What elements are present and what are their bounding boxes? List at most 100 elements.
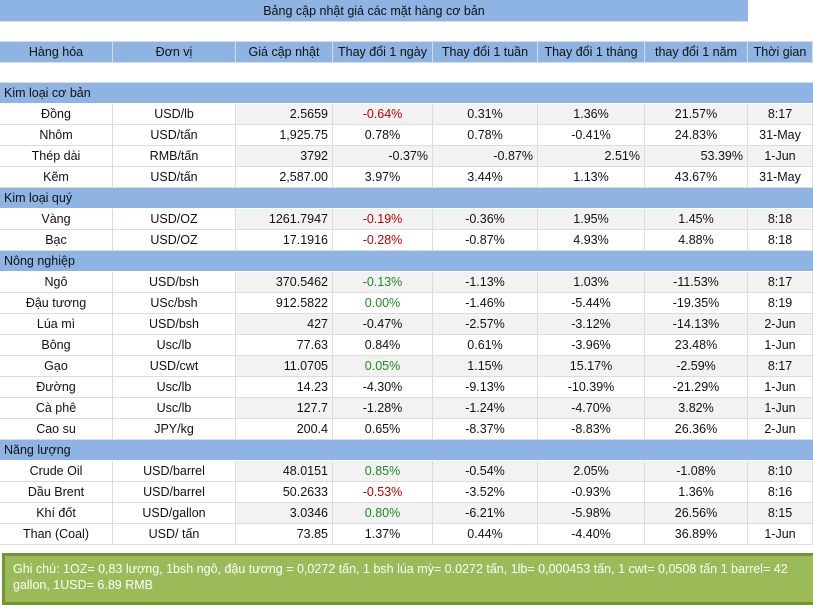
section-header: Kim loại quý [0, 188, 813, 209]
section-header: Năng lượng [0, 440, 813, 461]
cell: -11.53% [645, 272, 748, 292]
cell: 23.48% [645, 335, 748, 355]
cell: 17.1916 [236, 230, 333, 250]
cell: USD/tấn [113, 167, 236, 187]
cell: -4.30% [333, 377, 433, 397]
cell: -3.52% [433, 482, 538, 502]
cell: -0.53% [333, 482, 433, 502]
cell: 8:17 [748, 272, 813, 292]
table-row: Crude Oil USD/barrel 48.0151 0.85% -0.54% 2.0… [0, 461, 813, 482]
cell: 53.39% [645, 146, 748, 166]
cell: 8:17 [748, 104, 813, 124]
column-header[interactable]: Hàng hóa [0, 42, 113, 62]
cell: -19.35% [645, 293, 748, 313]
cell: Crude Oil [0, 461, 113, 481]
cell: 1.45% [645, 209, 748, 229]
cell: USD/barrel [113, 482, 236, 502]
cell: 31-May [748, 125, 813, 145]
cell: Bông [0, 335, 113, 355]
cell: 2-Jun [748, 314, 813, 334]
cell: 1-Jun [748, 146, 813, 166]
cell: -0.37% [333, 146, 433, 166]
cell: Khí đốt [0, 503, 113, 523]
cell: -2.57% [433, 314, 538, 334]
cell: 1-Jun [748, 524, 813, 544]
cell: -5.98% [538, 503, 645, 523]
cell: 8:16 [748, 482, 813, 502]
column-header[interactable]: Giá cập nhật [236, 42, 333, 62]
cell: -3.96% [538, 335, 645, 355]
cell: 0.65% [333, 419, 433, 439]
column-header[interactable]: Thay đổi 1 tuần [433, 42, 538, 62]
column-header[interactable]: thay đổi 1 năm [645, 42, 748, 62]
cell: -1.28% [333, 398, 433, 418]
cell: Bạc [0, 230, 113, 250]
cell: Usc/lb [113, 398, 236, 418]
cell: 370.5462 [236, 272, 333, 292]
cell: 1.95% [538, 209, 645, 229]
cell: 73.85 [236, 524, 333, 544]
cell: 127.7 [236, 398, 333, 418]
cell: 912.5822 [236, 293, 333, 313]
cell: 0.31% [433, 104, 538, 124]
cell: Đồng [0, 104, 113, 124]
cell: USD/gallon [113, 503, 236, 523]
cell: 21.57% [645, 104, 748, 124]
cell: -3.12% [538, 314, 645, 334]
cell: 1.36% [645, 482, 748, 502]
cell: -5.44% [538, 293, 645, 313]
cell: Cao su [0, 419, 113, 439]
cell: USD/OZ [113, 230, 236, 250]
column-header[interactable]: Thời gian [748, 42, 813, 62]
blank-row [0, 22, 813, 42]
cell: 0.85% [333, 461, 433, 481]
table-row: Ngô USD/bsh 370.5462 -0.13% -1.13% 1.03% -11.5… [0, 272, 813, 293]
table-row: Nhôm USD/tấn 1,925.75 0.78% 0.78% -0.41% 24.83… [0, 125, 813, 146]
cell: 0.05% [333, 356, 433, 376]
cell: Thép dài [0, 146, 113, 166]
cell: 1-Jun [748, 377, 813, 397]
cell: -0.54% [433, 461, 538, 481]
table-row: Cao su JPY/kg 200.4 0.65% -8.37% -8.83% 26.36%… [0, 419, 813, 440]
cell: 0.78% [333, 125, 433, 145]
cell: USD/tấn [113, 125, 236, 145]
table-title: Bảng cập nhật giá các mặt hàng cơ bản [0, 0, 748, 22]
cell: 3.97% [333, 167, 433, 187]
cell: -0.13% [333, 272, 433, 292]
cell: RMB/tấn [113, 146, 236, 166]
cell: Usc/lb [113, 377, 236, 397]
cell: 1-Jun [748, 398, 813, 418]
cell: 4.88% [645, 230, 748, 250]
cell: 11.0705 [236, 356, 333, 376]
cell: 24.83% [645, 125, 748, 145]
cell: -0.47% [333, 314, 433, 334]
cell: 8:18 [748, 230, 813, 250]
cell: USD/cwt [113, 356, 236, 376]
cell: Gạo [0, 356, 113, 376]
cell: -4.40% [538, 524, 645, 544]
cell: 26.36% [645, 419, 748, 439]
cell: -14.13% [645, 314, 748, 334]
cell: Cà phê [0, 398, 113, 418]
cell: 1.15% [433, 356, 538, 376]
cell: 2,587.00 [236, 167, 333, 187]
cell: Vàng [0, 209, 113, 229]
cell: 3.44% [433, 167, 538, 187]
cell: 1261.7947 [236, 209, 333, 229]
table-row: Vàng USD/OZ 1261.7947 -0.19% -0.36% 1.95% 1.45… [0, 209, 813, 230]
column-header[interactable]: Thay đổi 1 ngày [333, 42, 433, 62]
cell: 0.80% [333, 503, 433, 523]
header-row: Hàng hóa Đơn vị Giá cập nhật Thay đổi 1 ngà… [0, 42, 813, 63]
cell: -1.13% [433, 272, 538, 292]
note-box: Ghi chú: 1OZ= 0,83 lượng, 1bsh ngô, đậu … [2, 553, 813, 605]
cell: 50.2633 [236, 482, 333, 502]
cell: -2.59% [645, 356, 748, 376]
cell: 43.67% [645, 167, 748, 187]
cell: 1.37% [333, 524, 433, 544]
cell: 3.82% [645, 398, 748, 418]
column-header[interactable]: Thay đổi 1 tháng [538, 42, 645, 62]
column-header[interactable]: Đơn vị [113, 42, 236, 62]
cell: -8.83% [538, 419, 645, 439]
cell: Than (Coal) [0, 524, 113, 544]
cell: 15.17% [538, 356, 645, 376]
